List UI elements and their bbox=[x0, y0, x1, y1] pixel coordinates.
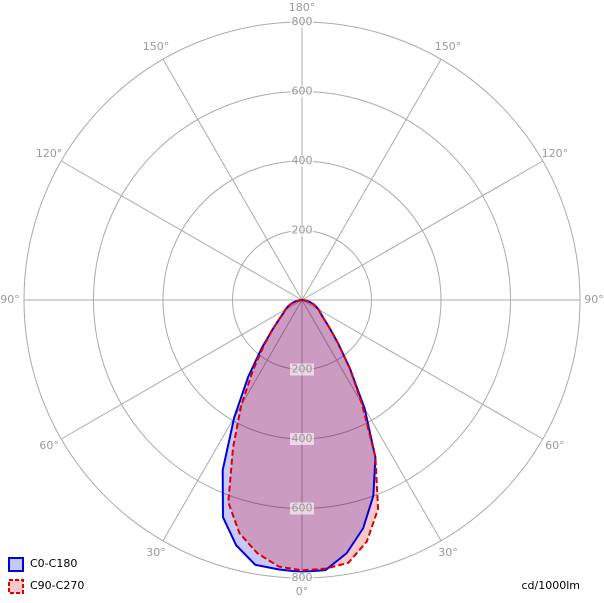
r-tick-label: 600 bbox=[292, 85, 313, 98]
legend-text: C0-C180 bbox=[30, 557, 77, 570]
r-tick-label: 400 bbox=[292, 154, 313, 167]
label-bg bbox=[290, 16, 314, 28]
label-bg bbox=[290, 224, 314, 237]
label-bg bbox=[290, 502, 314, 515]
r-tick-label: 600 bbox=[292, 502, 313, 515]
angle-label: 120° bbox=[36, 147, 63, 160]
r-tick-label: 200 bbox=[292, 224, 313, 237]
label-bg bbox=[290, 433, 314, 445]
label-bg bbox=[290, 572, 314, 584]
grid-spoke bbox=[301, 299, 544, 440]
r-tick-label: 800 bbox=[292, 15, 313, 28]
grid-spoke bbox=[162, 58, 303, 301]
angle-label: 90° bbox=[0, 293, 20, 306]
angle-label: 90° bbox=[584, 293, 604, 306]
angle-label: 0° bbox=[296, 585, 309, 598]
legend-swatch bbox=[8, 579, 24, 594]
grid-spoke bbox=[162, 299, 303, 542]
grid-spoke bbox=[301, 160, 544, 301]
angle-label: 150° bbox=[143, 40, 170, 53]
angle-label: 180° bbox=[289, 1, 316, 14]
label-bg bbox=[290, 155, 314, 167]
series-line bbox=[227, 298, 380, 572]
angle-label: 60° bbox=[545, 439, 565, 452]
r-tick-label: 400 bbox=[292, 432, 313, 445]
r-tick-label: 200 bbox=[292, 363, 313, 376]
legend-swatch bbox=[8, 557, 24, 572]
legend-text: C90-C270 bbox=[30, 579, 84, 592]
angle-label: 30° bbox=[438, 546, 458, 559]
r-tick-label: 800 bbox=[292, 571, 313, 584]
unit-label: cd/1000lm bbox=[521, 579, 580, 592]
label-bg bbox=[290, 363, 314, 376]
angle-label: 150° bbox=[435, 40, 462, 53]
grid-spoke bbox=[301, 299, 442, 542]
angle-label: 60° bbox=[39, 439, 59, 452]
angle-label: 30° bbox=[146, 546, 166, 559]
label-bg bbox=[290, 85, 314, 98]
grid-spoke bbox=[60, 160, 303, 301]
angle-label: 120° bbox=[542, 147, 569, 160]
grid-spoke bbox=[301, 58, 442, 301]
grid-spoke bbox=[60, 299, 303, 440]
